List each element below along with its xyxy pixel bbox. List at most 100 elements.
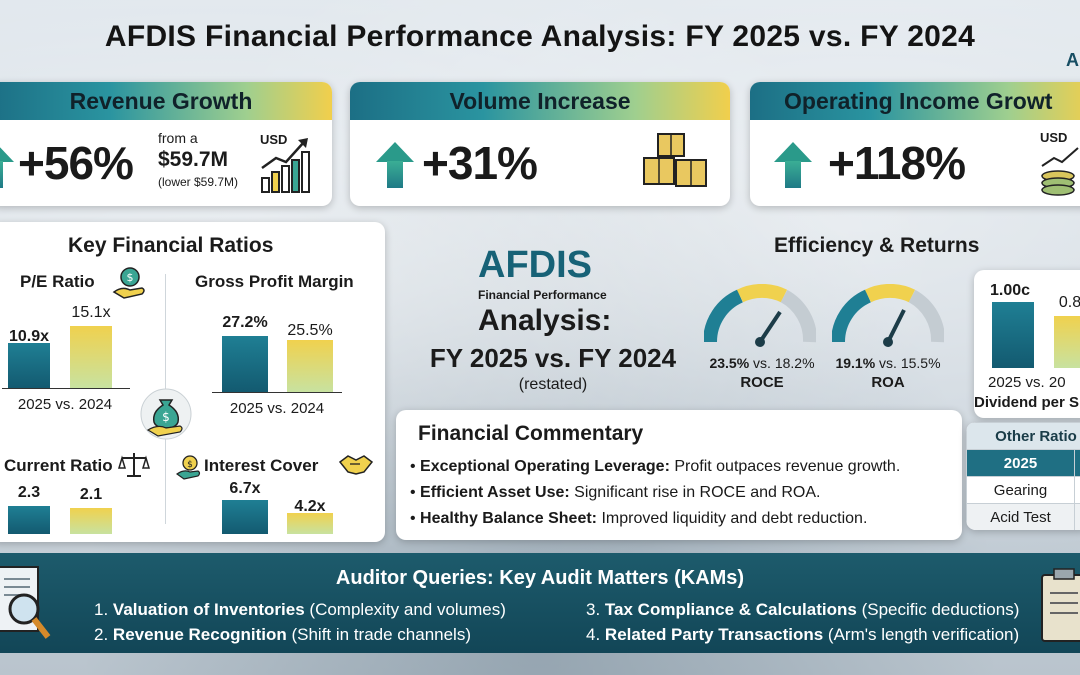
up-arrow-icon bbox=[774, 142, 812, 188]
revenue-note: (lower $59.7M) bbox=[158, 175, 239, 189]
dps-2025-bar bbox=[992, 302, 1034, 368]
pe-2025-value: 10.9x bbox=[8, 328, 50, 345]
revenue-from-label: from a bbox=[158, 130, 198, 146]
roce-label: ROCE bbox=[740, 374, 784, 391]
pe-2025-bar bbox=[8, 343, 50, 388]
interest-2025-value: 6.7x bbox=[229, 480, 261, 497]
operating-currency: USD bbox=[1040, 130, 1068, 145]
gearing-label: Gearing bbox=[966, 476, 1075, 504]
commentary-title: Financial Commentary bbox=[418, 422, 644, 445]
brand-name: AFDIS bbox=[478, 244, 592, 286]
kam-item: 3. Tax Compliance & Calculations (Specif… bbox=[586, 600, 1019, 620]
other-ratios-header-2025: 2025 bbox=[966, 449, 1075, 477]
roa-label: ROA bbox=[871, 374, 905, 391]
kam-num: 3. bbox=[586, 600, 601, 619]
gpm-2024-bar bbox=[287, 339, 333, 392]
money-hand-icon: $ bbox=[112, 267, 145, 299]
svg-text:$: $ bbox=[187, 460, 193, 470]
revenue-growth-title: Revenue Growth bbox=[0, 82, 332, 120]
money-bag-icon: $ bbox=[140, 388, 192, 440]
pe-2024-bar bbox=[70, 326, 112, 388]
commentary-item: • Efficient Asset Use: Significant rise … bbox=[410, 484, 821, 501]
svg-text:$: $ bbox=[162, 410, 170, 424]
kam-text: (Specific deductions) bbox=[856, 600, 1020, 619]
volume-increase-card: Volume Increase +31% bbox=[350, 82, 730, 206]
roce-compare: vs. 18.2% bbox=[753, 355, 815, 371]
pe-caption: 2025 vs. 2024 bbox=[17, 396, 113, 413]
kam-text: (Arm's length verification) bbox=[823, 625, 1020, 644]
up-arrow-icon bbox=[0, 142, 14, 188]
operating-income-title: Operating Income Growt bbox=[750, 82, 1080, 120]
acid-test-value: 0. bbox=[1073, 503, 1080, 530]
commentary-text: Improved liquidity and debt reduction. bbox=[597, 510, 868, 527]
other-ratios-table: Other Ratio 202520 Gearing0. Acid Test0. bbox=[966, 422, 1080, 530]
roa-values: 19.1% vs. 15.5% bbox=[828, 355, 948, 371]
gpm-2025-value: 27.2% bbox=[222, 314, 268, 331]
roce-values: 23.5% vs. 18.2% bbox=[702, 355, 822, 371]
gpm-2024-value: 25.5% bbox=[287, 322, 333, 339]
growth-chart-icon bbox=[261, 138, 310, 193]
pe-ratio-title: P/E Ratio bbox=[20, 272, 95, 291]
key-ratios-panel: Key Financial Ratios P/E Ratio $ 10.9x 1… bbox=[0, 222, 385, 542]
kam-banner: Auditor Queries: Key Audit Matters (KAMs… bbox=[0, 553, 1080, 653]
commentary-bold: Exceptional Operating Leverage: bbox=[420, 458, 670, 475]
kam-num: 2. bbox=[94, 625, 109, 644]
up-arrow-icon bbox=[376, 142, 414, 188]
kam-bold: Valuation of Inventories bbox=[112, 600, 305, 619]
kam-item: 1. Valuation of Inventories (Complexity … bbox=[94, 600, 506, 620]
pe-axis bbox=[2, 388, 130, 389]
commentary-item: • Healthy Balance Sheet: Improved liquid… bbox=[410, 510, 868, 527]
acid-test-label: Acid Test bbox=[966, 503, 1075, 530]
kam-num: 1. bbox=[94, 600, 109, 619]
commentary-panel: Financial Commentary • Exceptional Opera… bbox=[396, 410, 962, 540]
coins-growth-icon bbox=[1041, 147, 1079, 196]
kam-text: (Complexity and volumes) bbox=[304, 600, 506, 619]
revenue-amount: $59.7M bbox=[158, 148, 229, 171]
pe-2024-value: 15.1x bbox=[71, 304, 111, 321]
current-2024-value: 2.1 bbox=[79, 486, 103, 503]
kam-title: Auditor Queries: Key Audit Matters (KAMs… bbox=[335, 567, 745, 589]
kam-item: 2. Revenue Recognition (Shift in trade c… bbox=[94, 625, 471, 645]
clipboard-icon bbox=[1041, 568, 1080, 642]
kam-bold: Related Party Transactions bbox=[604, 625, 824, 644]
kam-bold: Tax Compliance & Calculations bbox=[604, 600, 857, 619]
dps-label: Dividend per S bbox=[974, 394, 1080, 411]
efficiency-title: Efficiency & Returns bbox=[774, 234, 980, 257]
dividend-card: 1.00c 0.8 2025 vs. 20 Dividend per S bbox=[974, 270, 1080, 418]
volume-increase-title: Volume Increase bbox=[350, 82, 730, 120]
center-analysis: Analysis: bbox=[478, 304, 612, 337]
page-title: AFDIS Financial Performance Analysis: FY… bbox=[104, 20, 976, 53]
current-2025-value: 2.3 bbox=[17, 484, 41, 501]
interest-2024-value: 4.2x bbox=[294, 498, 326, 515]
kam-text: (Shift in trade channels) bbox=[286, 625, 471, 644]
gpm-2025-bar bbox=[222, 336, 268, 392]
revenue-growth-card: Revenue Growth +56% from a $59.7M (lower… bbox=[0, 82, 332, 206]
center-subtitle: Financial Performance bbox=[478, 288, 607, 302]
commentary-bold: Healthy Balance Sheet: bbox=[420, 510, 597, 527]
revenue-currency: USD bbox=[260, 132, 288, 147]
current-ratio-title: Current Ratio bbox=[4, 456, 113, 475]
roa-compare: vs. 15.5% bbox=[879, 355, 941, 371]
center-restated: (restated) bbox=[518, 376, 588, 393]
other-ratios-title: Other Ratio bbox=[966, 422, 1080, 450]
roce-highlight: 23.5% bbox=[709, 355, 750, 371]
commentary-bold: Efficient Asset Use: bbox=[420, 484, 570, 501]
current-2024-bar bbox=[70, 508, 112, 534]
interest-cover-title: Interest Cover bbox=[204, 456, 319, 475]
dps-caption: 2025 vs. 20 bbox=[988, 374, 1066, 391]
corner-mark: A bbox=[1066, 50, 1079, 70]
scales-icon bbox=[118, 453, 150, 477]
interest-2024-bar bbox=[287, 512, 333, 534]
coin-hand-icon: $ bbox=[176, 455, 201, 480]
other-ratios-card: Other Ratio 202520 Gearing0. Acid Test0. bbox=[966, 422, 1080, 530]
revenue-growth-value: +56% bbox=[18, 137, 134, 189]
dps-2024-value: 0.8 bbox=[1058, 294, 1080, 311]
key-ratios-title: Key Financial Ratios bbox=[68, 234, 274, 257]
boxes-icon bbox=[643, 133, 707, 187]
gearing-value: 0. bbox=[1073, 476, 1080, 504]
handshake-icon bbox=[338, 455, 374, 475]
kam-num: 4. bbox=[586, 625, 601, 644]
svg-text:$: $ bbox=[127, 271, 134, 284]
document-magnifier-icon bbox=[0, 566, 51, 639]
volume-increase-value: +31% bbox=[422, 137, 538, 189]
